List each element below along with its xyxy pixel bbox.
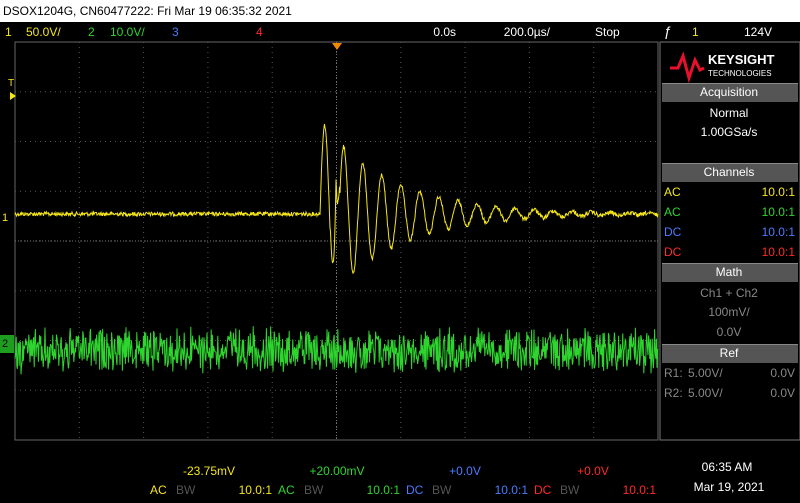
probe-ratio: 10.0:1 <box>366 483 400 497</box>
ch1-marker: 1 <box>2 212 9 224</box>
acq-rate: 1.00GSa/s <box>700 125 758 139</box>
section-title: Acquisition <box>699 85 759 99</box>
ch2-waveform <box>14 326 659 375</box>
math-scale: 100mV/ <box>708 305 750 319</box>
trigger-level: 124V <box>743 25 772 39</box>
ch1-number: 1 <box>5 25 12 39</box>
trigger-position-marker <box>332 43 342 50</box>
bandwidth-limit: BW <box>304 483 324 497</box>
section-title: Ref <box>719 346 739 360</box>
coupling: DC <box>534 483 552 497</box>
offset: -23.75mV <box>182 464 236 478</box>
offset: +0.0V <box>577 464 609 478</box>
bandwidth-limit: BW <box>176 483 196 497</box>
coupling: AC <box>150 483 167 497</box>
offset: +20.00mV <box>309 464 365 478</box>
ch2-number: 2 <box>88 25 95 39</box>
coupling: AC <box>278 483 295 497</box>
brand-sub: TECHNOLOGIES <box>708 69 772 78</box>
probe-ratio: 10.0:1 <box>622 483 656 497</box>
ref-scale: 5.00V/ <box>688 386 723 400</box>
bandwidth-limit: BW <box>560 483 580 497</box>
coupling: AC <box>664 185 681 199</box>
clock-time: 06:35 AM <box>701 460 753 474</box>
ref-name: R1: <box>664 366 683 380</box>
acq-mode: Normal <box>709 106 749 120</box>
clock-date: Mar 19, 2021 <box>693 480 765 494</box>
offset: +0.0V <box>449 464 481 478</box>
section-title: Math <box>715 265 743 279</box>
probe-ratio: 10.0:1 <box>761 245 795 259</box>
probe-ratio: 10.0:1 <box>761 185 795 199</box>
ch2-marker: 2 <box>2 338 9 350</box>
ch2-scale: 10.0V/ <box>110 25 145 39</box>
coupling: DC <box>664 225 682 239</box>
title: DSOX1204G, CN60477222: Fri Mar 19 06:35:… <box>3 4 292 18</box>
coupling: AC <box>664 205 681 219</box>
trigger-level-marker <box>10 92 16 100</box>
ref-scale: 5.00V/ <box>688 366 723 380</box>
probe-ratio: 10.0:1 <box>761 225 795 239</box>
section-header <box>662 263 798 282</box>
ref-name: R2: <box>664 386 683 400</box>
probe-ratio: 10.0:1 <box>238 483 272 497</box>
ref-offset: 0.0V <box>770 366 795 380</box>
math-offset: 0.0V <box>716 325 742 339</box>
ch3-number: 3 <box>172 25 179 39</box>
title-bar <box>0 0 800 22</box>
probe-ratio: 10.0:1 <box>761 205 795 219</box>
trigger-source: 1 <box>692 25 699 39</box>
ch4-number: 4 <box>256 25 263 39</box>
ch2-ground-marker <box>0 335 14 353</box>
trigger-icon: ƒ <box>664 23 672 39</box>
ch1-waveform <box>14 123 659 274</box>
section-header <box>662 163 798 182</box>
bandwidth-limit: BW <box>432 483 452 497</box>
brand-logo <box>670 51 705 84</box>
coupling: DC <box>406 483 424 497</box>
ref-offset: 0.0V <box>770 386 795 400</box>
trigger-label: T <box>8 78 15 89</box>
run-state: Stop <box>595 25 620 39</box>
delay: 0.0s <box>433 25 456 39</box>
ch1-scale: 50.0V/ <box>26 25 61 39</box>
brand-name: KEYSIGHT <box>708 52 775 67</box>
timebase: 200.0µs/ <box>503 25 550 39</box>
math-function: Ch1 + Ch2 <box>700 286 758 300</box>
section-header <box>662 83 798 102</box>
section-title: Channels <box>703 165 755 179</box>
coupling: DC <box>664 245 682 259</box>
side-panel <box>659 41 800 441</box>
section-header <box>662 344 798 363</box>
probe-ratio: 10.0:1 <box>494 483 528 497</box>
